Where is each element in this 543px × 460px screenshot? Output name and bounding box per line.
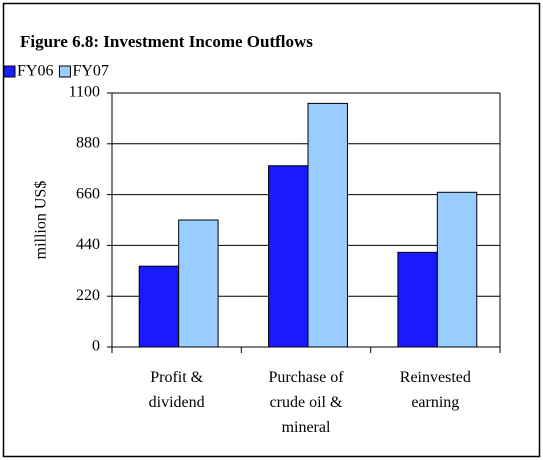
- x-tick-label-line: dividend: [149, 394, 205, 411]
- y-tick-label: 880: [76, 134, 100, 151]
- chart-title: Figure 6.8: Investment Income Outflows: [20, 32, 313, 51]
- bar: [268, 165, 309, 348]
- x-tick-label-line: earning: [411, 394, 459, 411]
- legend-label: FY07: [72, 63, 108, 80]
- x-tick-label: Reinvested earning: [400, 369, 471, 411]
- y-tick-label: 440: [76, 236, 100, 253]
- bar: [436, 191, 478, 348]
- legend-label: FY06: [17, 63, 53, 80]
- x-tick-label-line: Purchase of: [268, 369, 344, 386]
- y-tick-label: 660: [76, 185, 100, 202]
- legend-swatch: [3, 65, 16, 78]
- y-tick-label: 1100: [69, 84, 100, 101]
- y-axis-label: million US$: [33, 181, 50, 260]
- bar: [307, 102, 348, 348]
- bar: [138, 265, 180, 348]
- y-tick-label: 220: [76, 287, 100, 304]
- bar: [397, 251, 438, 348]
- bar: [178, 219, 219, 348]
- x-tick-label-line: Reinvested: [400, 369, 471, 386]
- x-tick-label-line: crude oil &: [270, 394, 343, 411]
- x-tick-label-line: Profit &: [150, 369, 203, 386]
- x-tick-label: Profit & dividend: [149, 369, 205, 411]
- y-tick-label: 0: [92, 338, 100, 355]
- x-tick-label-line: mineral: [282, 419, 331, 436]
- legend-swatch: [58, 65, 71, 78]
- x-tick-label: Purchase of crude oil & mineral: [268, 369, 344, 436]
